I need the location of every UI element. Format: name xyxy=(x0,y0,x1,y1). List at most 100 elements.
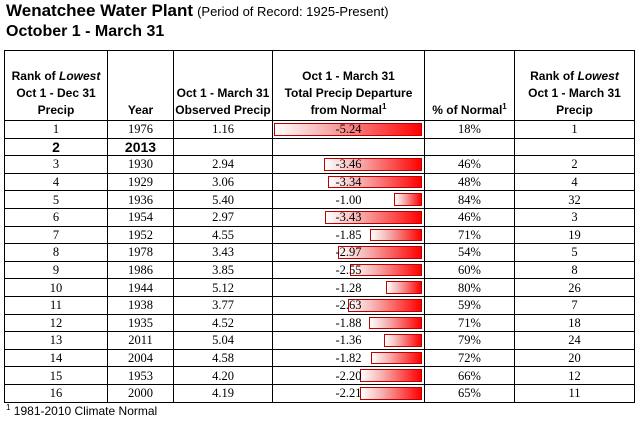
rank-mar-cell: 18 xyxy=(514,313,635,333)
header-row: Rank of Lowest Oct 1 - Dec 31 Precip Yea… xyxy=(4,50,635,121)
pct-normal-cell: 18% xyxy=(424,120,515,139)
year-cell: 1953 xyxy=(107,366,174,385)
page-subtitle: October 1 - March 31 xyxy=(6,23,165,40)
rank-cell: 2 xyxy=(4,137,108,157)
departure-cell: -3.46 xyxy=(272,155,425,174)
departure-cell: -2.21 xyxy=(272,383,425,403)
col-header-rank-dec: Rank of Lowest Oct 1 - Dec 31 Precip xyxy=(4,50,108,121)
rank-cell: 3 xyxy=(4,155,108,174)
table-row: 3 1930 2.94 -3.46 46% 2 xyxy=(4,155,635,174)
table-row: 5 1936 5.40 -1.00 84% 32 xyxy=(4,190,635,209)
departure-cell: -1.28 xyxy=(272,278,425,297)
pct-normal-cell: 71% xyxy=(424,225,515,245)
col-header-observed: Oct 1 - March 31 Observed Precip xyxy=(173,50,273,121)
rank-mar-cell: 20 xyxy=(514,348,635,368)
departure-cell xyxy=(272,137,425,157)
departure-cell: -1.82 xyxy=(272,348,425,368)
pct-normal-cell: 71% xyxy=(424,313,515,333)
observed-cell xyxy=(173,137,273,157)
year-cell: 1929 xyxy=(107,172,174,192)
departure-value: -3.46 xyxy=(335,157,362,172)
departure-bar xyxy=(383,334,422,347)
observed-cell: 4.58 xyxy=(173,348,273,368)
table-row: 15 1953 4.20 -2.20 66% 12 xyxy=(4,366,635,385)
departure-bar xyxy=(325,210,422,224)
rank-cell: 6 xyxy=(4,207,108,227)
rank-mar-cell: 24 xyxy=(514,331,635,350)
observed-cell: 3.43 xyxy=(173,243,273,262)
rank-mar-cell: 19 xyxy=(514,225,635,245)
table-row: 16 2000 4.19 -2.21 65% 11 xyxy=(4,383,635,403)
rank-mar-cell: 2 xyxy=(514,155,635,174)
rank-cell: 11 xyxy=(4,295,108,315)
table-row: 1 1976 1.16 -5.24 18% 1 xyxy=(4,120,635,139)
table-row: 11 1938 3.77 -2.63 59% 7 xyxy=(4,295,635,315)
year-cell: 2013 xyxy=(107,137,174,157)
observed-cell: 1.16 xyxy=(173,120,273,139)
departure-value: -1.88 xyxy=(335,315,362,330)
year-cell: 2004 xyxy=(107,348,174,368)
rank-mar-cell: 11 xyxy=(514,383,635,403)
pct-normal-cell: 60% xyxy=(424,260,515,280)
departure-value: -2.63 xyxy=(335,298,362,313)
observed-cell: 4.52 xyxy=(173,313,273,333)
departure-bar xyxy=(385,281,422,294)
year-cell: 2000 xyxy=(107,383,174,403)
rank-mar-cell: 7 xyxy=(514,295,635,315)
departure-value: -1.85 xyxy=(335,227,362,242)
departure-bar xyxy=(359,369,422,382)
observed-cell: 2.97 xyxy=(173,207,273,227)
departure-bar xyxy=(274,123,422,136)
departure-cell: -2.63 xyxy=(272,295,425,315)
table-row: 13 2011 5.04 -1.36 79% 24 xyxy=(4,331,635,350)
rank-mar-cell xyxy=(514,137,635,157)
year-cell: 1944 xyxy=(107,278,174,297)
year-cell: 1976 xyxy=(107,120,174,139)
page-title: Wenatchee Water Plant xyxy=(6,1,194,20)
col-header-pct-normal: % of Normal1 xyxy=(424,50,515,121)
rank-cell: 13 xyxy=(4,331,108,350)
rank-cell: 9 xyxy=(4,260,108,280)
departure-value: -3.34 xyxy=(335,175,362,190)
rank-cell: 14 xyxy=(4,348,108,368)
rank-mar-cell: 32 xyxy=(514,190,635,209)
observed-cell: 5.40 xyxy=(173,190,273,209)
col-header-year: Year xyxy=(107,50,174,121)
departure-bar xyxy=(324,158,422,171)
year-cell: 1952 xyxy=(107,225,174,245)
observed-cell: 2.94 xyxy=(173,155,273,174)
departure-value: -2.20 xyxy=(335,368,362,383)
rank-mar-cell: 3 xyxy=(514,207,635,227)
rank-mar-cell: 1 xyxy=(514,120,635,139)
col-header-rank-mar: Rank of Lowest Oct 1 - March 31 Precip xyxy=(514,50,635,121)
rank-cell: 16 xyxy=(4,383,108,403)
year-cell: 1936 xyxy=(107,190,174,209)
departure-value: -1.82 xyxy=(335,351,362,366)
rank-mar-cell: 8 xyxy=(514,260,635,280)
departure-cell: -1.85 xyxy=(272,225,425,245)
departure-bar xyxy=(359,386,422,400)
rank-cell: 8 xyxy=(4,243,108,262)
year-cell: 1930 xyxy=(107,155,174,174)
table-row: 8 1978 3.43 -2.97 54% 5 xyxy=(4,243,635,262)
year-cell: 1986 xyxy=(107,260,174,280)
table-row: 12 1935 4.52 -1.88 71% 18 xyxy=(4,313,635,333)
col-header-departure: Oct 1 - March 31 Total Precip Departure … xyxy=(272,50,425,121)
departure-cell: -3.43 xyxy=(272,207,425,227)
departure-cell: -5.24 xyxy=(272,120,425,139)
year-cell: 1935 xyxy=(107,313,174,333)
departure-cell: -1.00 xyxy=(272,190,425,209)
pct-normal-cell: 65% xyxy=(424,383,515,403)
departure-cell: -2.97 xyxy=(272,243,425,262)
rank-mar-cell: 12 xyxy=(514,366,635,385)
departure-value: -1.00 xyxy=(335,192,362,207)
departure-bar xyxy=(368,316,422,330)
departure-cell: -1.36 xyxy=(272,331,425,350)
pct-normal-cell: 59% xyxy=(424,295,515,315)
departure-bar xyxy=(393,193,422,206)
table-row: 7 1952 4.55 -1.85 71% 19 xyxy=(4,225,635,245)
title-row: Wenatchee Water Plant (Period of Record:… xyxy=(6,1,389,21)
table-row: 6 1954 2.97 -3.43 46% 3 xyxy=(4,207,635,227)
year-cell: 1938 xyxy=(107,295,174,315)
observed-cell: 5.04 xyxy=(173,331,273,350)
